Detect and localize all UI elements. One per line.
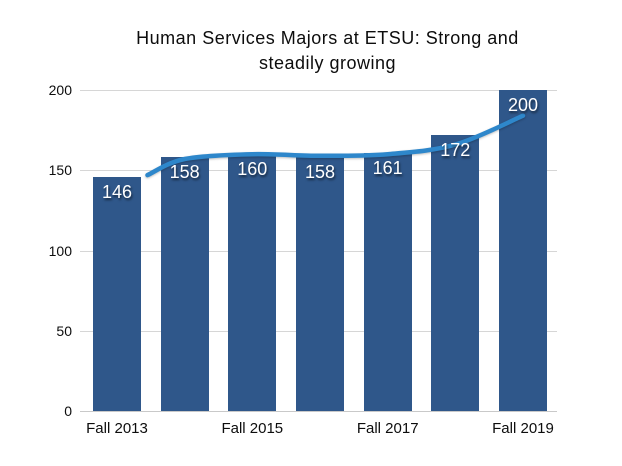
x-axis-tick-label-fall-2013: Fall 2013 — [86, 420, 148, 437]
bar-value-label-172: 172 — [440, 139, 471, 160]
gridline-200 — [80, 90, 557, 91]
x-axis-tick-label-fall-2015: Fall 2015 — [221, 420, 284, 437]
y-axis-tick-label-150: 150 — [48, 162, 72, 179]
bar-fall-2014 — [160, 157, 209, 411]
bar-value-label-158: 158 — [169, 162, 200, 183]
chart-title-line-1: Human Services Majors at ETSU: Strong an… — [136, 28, 519, 48]
bar-fall-2017 — [363, 152, 412, 411]
bar-fall-2018 — [431, 134, 480, 411]
bar-value-label-158: 158 — [304, 162, 336, 183]
bar-value-label-160: 160 — [237, 159, 268, 180]
y-axis-tick-label-50: 50 — [56, 322, 72, 339]
gridline-0 — [80, 411, 557, 412]
x-axis-tick-label-fall-2017: Fall 2017 — [356, 420, 419, 437]
x-axis-tick-label-fall-2019: Fall 2019 — [492, 420, 554, 437]
bar-value-label-161: 161 — [372, 157, 403, 178]
y-axis-tick-label-0: 0 — [64, 403, 72, 419]
bar-fall-2015 — [228, 154, 277, 411]
y-axis-tick-label-200: 200 — [48, 82, 72, 98]
bar-fall-2013 — [93, 176, 141, 411]
bar-fall-2016 — [296, 157, 344, 411]
bar-value-label-200: 200 — [507, 95, 539, 115]
y-axis-tick-label-100: 100 — [48, 242, 72, 259]
bar-value-label-146: 146 — [101, 181, 133, 202]
chart-title: Human Services Majors at ETSU: Strong an… — [80, 26, 575, 76]
chart-title-line-2: steadily growing — [258, 53, 397, 73]
bar-fall-2019 — [499, 90, 547, 411]
